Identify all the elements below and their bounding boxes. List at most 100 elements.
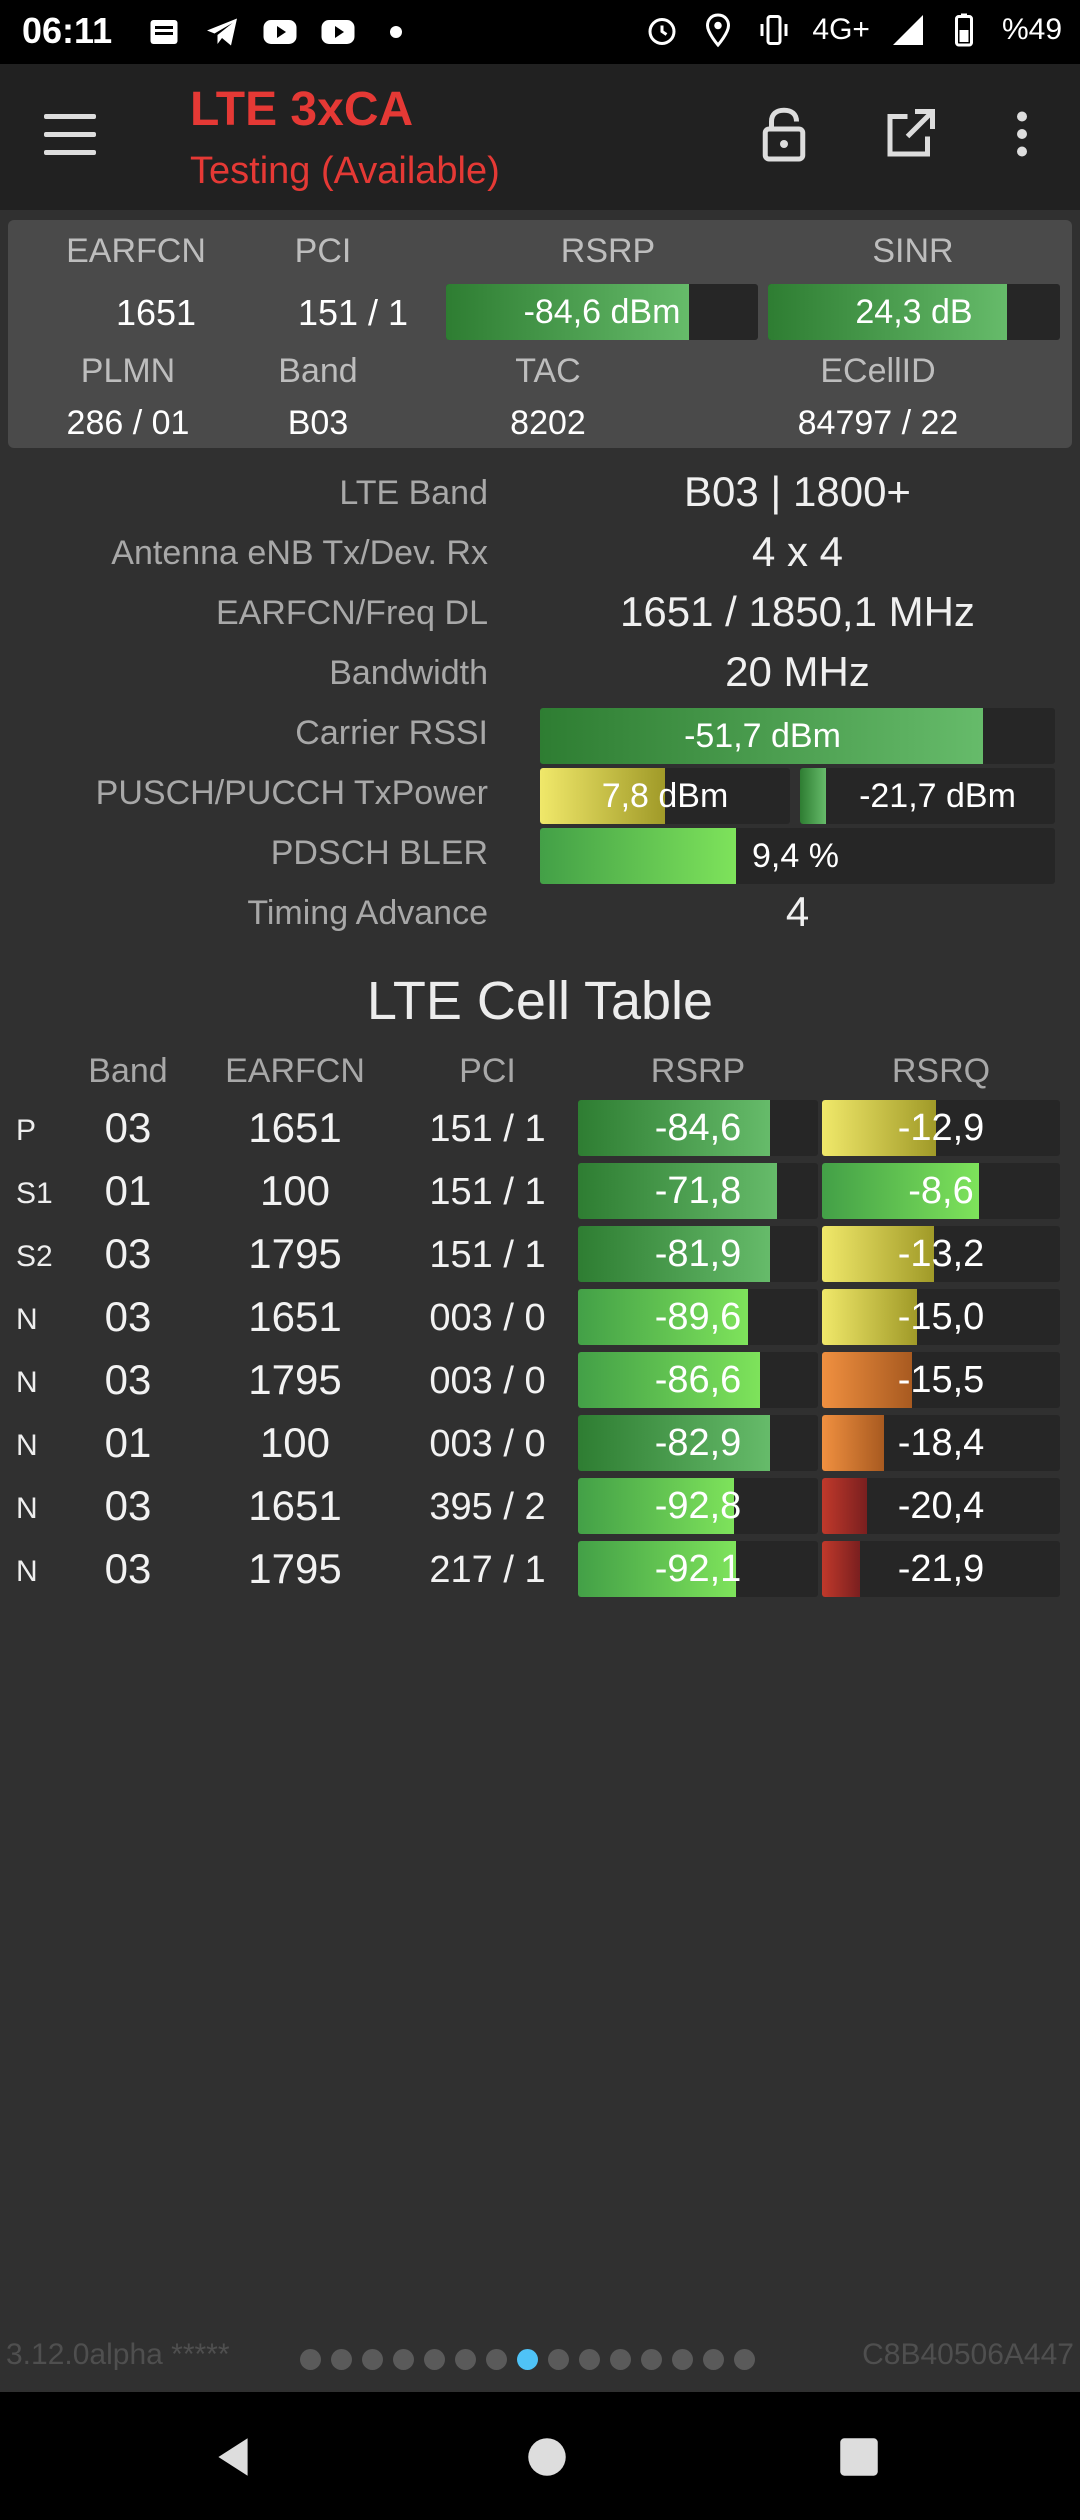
bler-bar: 9,4 % (540, 828, 1055, 884)
plmn-header: PLMN (80, 352, 176, 390)
pusch-power-bar: 7,8 dBm (540, 768, 790, 824)
rsrp-bar: -84,6 dBm (446, 284, 758, 340)
cell-table-title: LTE Cell Table (366, 971, 714, 1031)
row-rsrp-bar: -86,6 (578, 1352, 818, 1408)
earfcn-freq-value: 1651 / 1850,1 MHz (620, 588, 975, 635)
more-vert-icon[interactable] (992, 104, 1052, 164)
page-dot[interactable] (703, 2349, 724, 2370)
location-icon (706, 13, 731, 48)
menu-icon[interactable] (44, 114, 96, 156)
row-rsrp-value: -84,6 (654, 1106, 742, 1149)
battery-icon (954, 13, 973, 47)
row-rsrp-bar: -71,8 (578, 1163, 818, 1219)
network-type: 4G+ (812, 13, 870, 46)
page-dot[interactable] (300, 2349, 321, 2370)
app-bar: LTE 3xCA Testing (Available) (0, 64, 1080, 210)
rsrp-value: -84,6 dBm (523, 292, 681, 331)
lte-band-value: B03 | 1800+ (684, 468, 911, 515)
row-pci: 151 / 1 (429, 1171, 546, 1213)
open-external-icon[interactable] (880, 104, 940, 164)
col-header-earfcn: EARFCN (225, 1052, 365, 1090)
pusch-power-value: 7,8 dBm (601, 776, 729, 815)
back-icon[interactable] (208, 2432, 258, 2482)
lte-band-label: LTE Band (339, 474, 488, 512)
row-band: 03 (104, 1545, 152, 1592)
row-rsrq-bar: -18,4 (822, 1415, 1060, 1471)
row-rsrp-value: -92,8 (654, 1484, 742, 1527)
page-indicator[interactable] (300, 2349, 755, 2370)
row-rsrq-bar: -12,9 (822, 1100, 1060, 1156)
tac-value: 8202 (510, 404, 586, 442)
youtube-icon (321, 20, 355, 44)
row-rsrp-bar: -82,9 (578, 1415, 818, 1471)
row-rsrq-fill (822, 1163, 980, 1219)
earfcn-value: 1651 (115, 292, 197, 333)
row-rsrq-bar: -13,2 (822, 1226, 1060, 1282)
rsrp-bar-fill (446, 284, 690, 340)
page-dot[interactable] (610, 2349, 631, 2370)
notification-icons (146, 14, 414, 50)
earfcn-freq-label: EARFCN/Freq DL (215, 594, 488, 632)
page-dot[interactable] (362, 2349, 383, 2370)
row-rsrp-value: -86,6 (654, 1358, 742, 1401)
page-dot[interactable] (331, 2349, 352, 2370)
status-time: 06:11 (22, 10, 113, 51)
carrier-rssi-value: -51,7 dBm (684, 716, 841, 755)
page-dot[interactable] (579, 2349, 600, 2370)
row-rsrq-value: -20,4 (897, 1484, 985, 1527)
row-pci: 217 / 1 (429, 1549, 546, 1591)
page-dot-active[interactable] (517, 2349, 538, 2370)
row-band: 03 (104, 1356, 152, 1403)
sinr-value: 24,3 dB (855, 292, 973, 331)
recents-icon[interactable] (834, 2432, 884, 2482)
page-dot[interactable] (424, 2349, 445, 2370)
page-dot[interactable] (393, 2349, 414, 2370)
telegram-icon (207, 18, 237, 46)
band-value: B03 (287, 404, 349, 442)
pusch-power-fill (540, 768, 665, 824)
timing-advance-label: Timing Advance (247, 894, 488, 932)
row-cell-type: N (16, 1303, 38, 1336)
row-rsrp-bar: -92,8 (578, 1478, 818, 1534)
row-band: 03 (104, 1104, 152, 1151)
bler-value: 9,4 % (752, 836, 839, 875)
row-rsrp-fill (578, 1226, 770, 1282)
row-earfcn: 100 (259, 1419, 331, 1466)
row-earfcn: 1795 (248, 1545, 342, 1592)
row-rsrq-fill (822, 1352, 913, 1408)
row-rsrp-value: -89,6 (654, 1295, 742, 1338)
row-cell-type: N (16, 1429, 38, 1462)
row-rsrp-fill (578, 1478, 734, 1534)
status-bar: 06:11 4G+ %49 (0, 0, 1080, 64)
page-dot[interactable] (486, 2349, 507, 2370)
row-rsrp-fill (578, 1163, 778, 1219)
app-version: 3.12.0alpha ***** (6, 2338, 230, 2371)
pucch-power-value: -21,7 dBm (859, 776, 1016, 815)
home-icon[interactable] (522, 2432, 572, 2482)
col-header-pci: PCI (459, 1052, 516, 1090)
alarm-icon (648, 18, 676, 45)
row-earfcn: 100 (259, 1167, 331, 1214)
row-rsrp-value: -71,8 (654, 1169, 742, 1212)
ecellid-header: ECellID (820, 352, 936, 390)
lock-icon[interactable] (754, 104, 814, 164)
system-icons: 4G+ %49 (644, 12, 1062, 48)
row-rsrp-value: -81,9 (654, 1232, 742, 1275)
earfcn-header: EARFCN (66, 232, 206, 270)
row-rsrq-value: -15,5 (897, 1358, 985, 1401)
row-rsrp-fill (578, 1352, 761, 1408)
page-dot[interactable] (455, 2349, 476, 2370)
pucch-power-bar: -21,7 dBm (800, 768, 1055, 824)
col-header-rsrp: RSRP (650, 1052, 746, 1090)
row-rsrq-fill (822, 1478, 868, 1534)
row-rsrp-value: -92,1 (654, 1547, 742, 1590)
row-band: 03 (104, 1230, 152, 1277)
dot-icon (390, 26, 402, 38)
pucch-power-fill (800, 768, 826, 824)
row-band: 03 (104, 1482, 152, 1529)
page-dot[interactable] (548, 2349, 569, 2370)
page-dot[interactable] (734, 2349, 755, 2370)
serving-cell-summary: EARFCN PCI RSRP SINR 1651 151 / 1 -84,6 … (8, 220, 1072, 448)
page-dot[interactable] (672, 2349, 693, 2370)
page-dot[interactable] (641, 2349, 662, 2370)
